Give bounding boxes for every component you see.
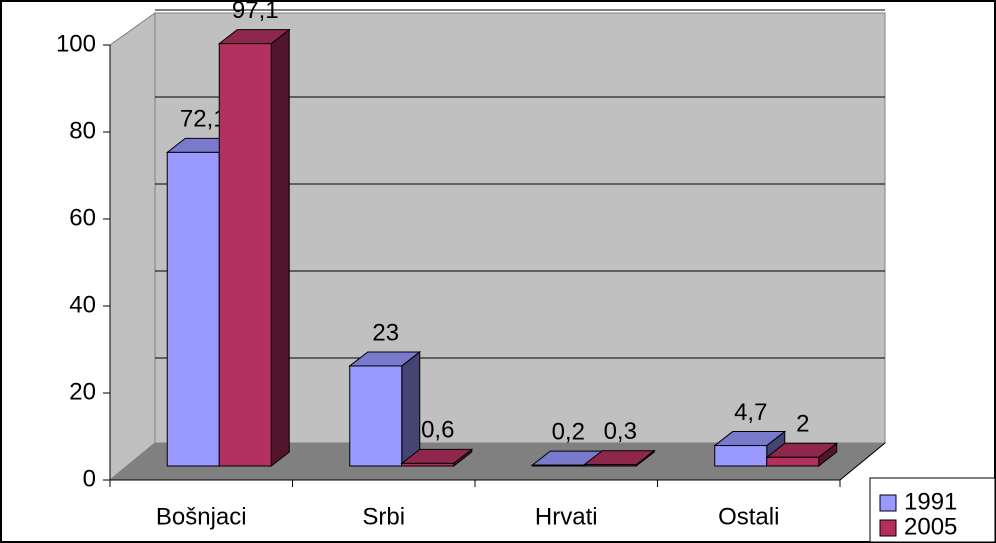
value-label: 23 [372,319,399,346]
x-tick-label: Srbi [362,503,405,530]
legend-label: 2005 [904,513,957,540]
y-tick-label: 100 [56,30,96,57]
bar [583,464,637,467]
bar [401,462,455,467]
legend-swatch [879,494,897,512]
floor-edge [839,442,886,481]
x-tick-label: Bošnjaci [156,503,247,530]
value-label: 2 [796,411,809,438]
x-tick-label: Hrvati [535,503,598,530]
bar [766,456,820,467]
bar-side [270,28,290,468]
legend-swatch [879,519,897,537]
legend-label: 1991 [904,488,957,515]
value-label: 0,6 [421,417,454,444]
y-tick-label: 60 [69,204,96,231]
bar [218,43,272,467]
value-label: 0,2 [552,418,585,445]
bar [349,365,403,467]
x-tick-label: Ostali [718,503,779,530]
side-wall [109,12,156,482]
bar [166,151,220,467]
y-tick-label: 20 [69,378,96,405]
value-label: 0,3 [604,418,637,445]
y-tick-label: 80 [69,117,96,144]
value-label: 97,1 [232,0,279,24]
y-tick-label: 0 [83,465,96,492]
value-label: 4,7 [734,399,767,426]
bar-side [401,350,421,468]
bar [531,464,585,467]
bar [714,445,768,467]
y-tick-label: 40 [69,291,96,318]
